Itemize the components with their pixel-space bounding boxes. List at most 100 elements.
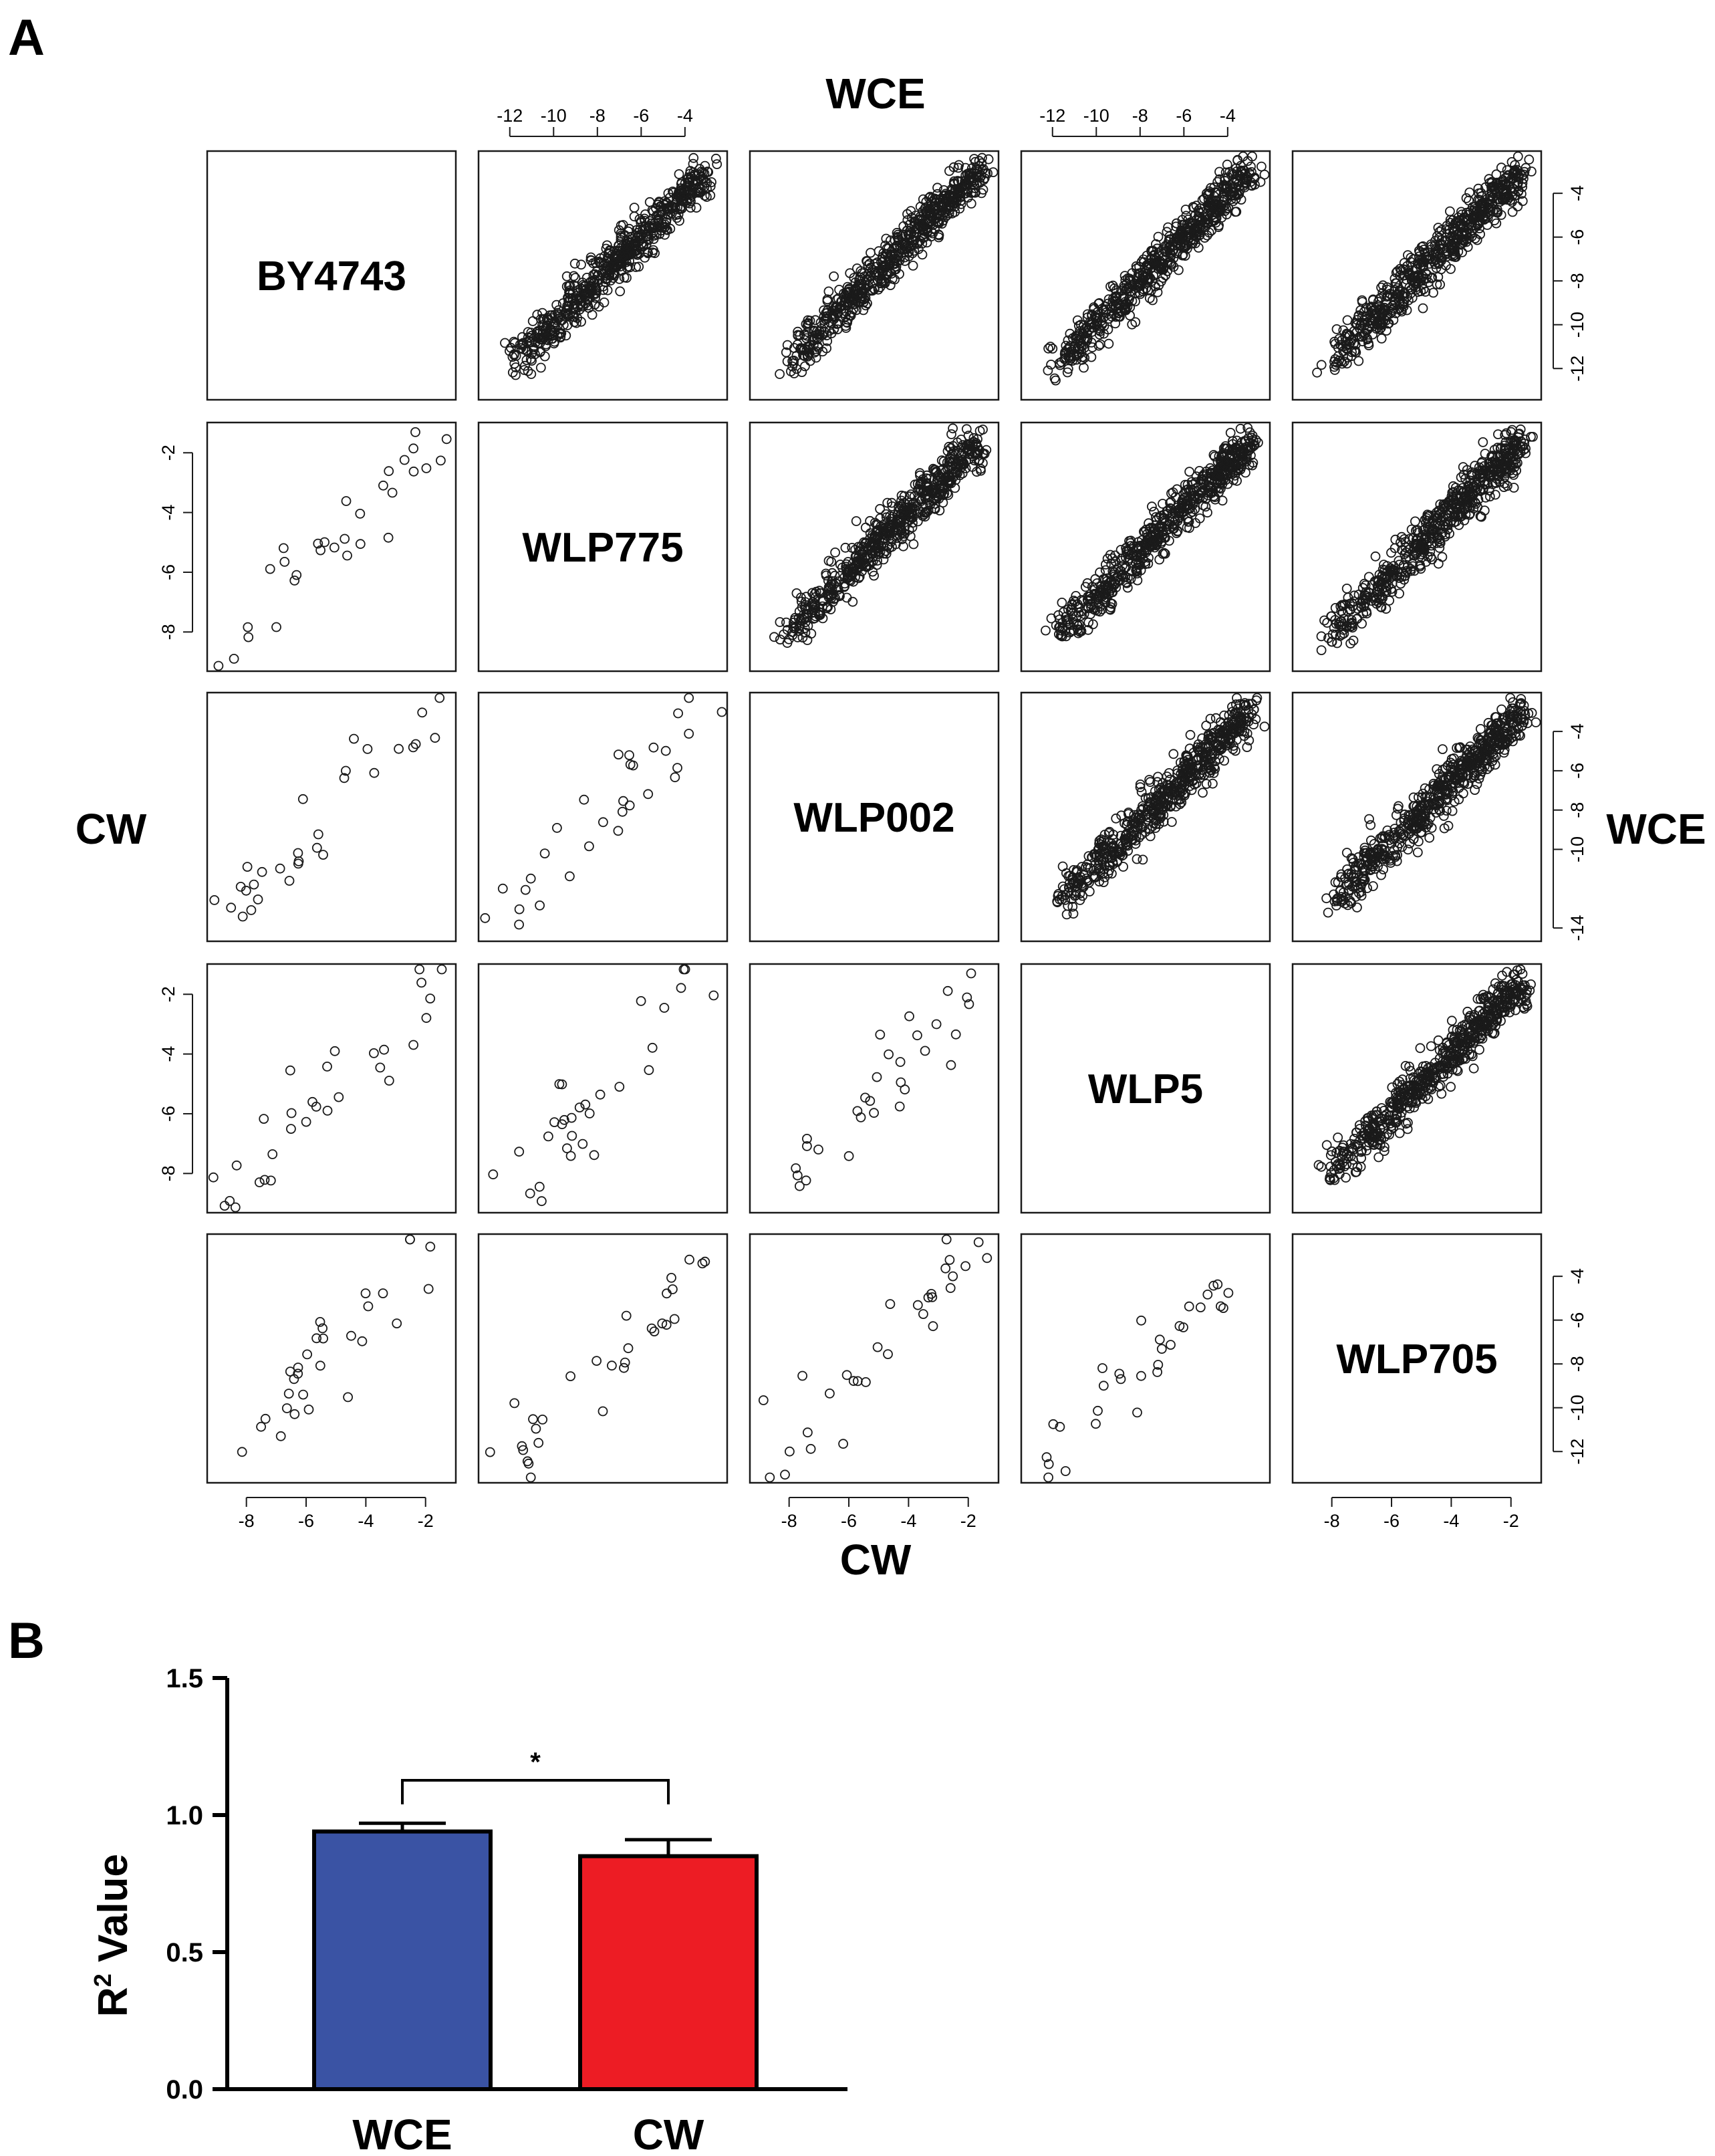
wce-point xyxy=(557,298,568,309)
matrix-cell-2-1 xyxy=(477,691,729,943)
wce-point xyxy=(946,429,956,439)
cw-point xyxy=(209,895,220,905)
wce-point xyxy=(974,156,984,166)
cw-point xyxy=(297,794,308,804)
wce-point xyxy=(1424,832,1435,843)
wce-point xyxy=(1512,151,1523,162)
wce-point xyxy=(1166,817,1177,827)
matrix-cell-2-3 xyxy=(1020,691,1271,943)
strain-label: WLP002 xyxy=(793,795,954,841)
wce-point xyxy=(861,300,871,311)
wce-point xyxy=(500,338,510,348)
wce-point xyxy=(509,336,519,347)
wce-point xyxy=(948,423,958,434)
wce-point xyxy=(612,248,622,259)
wce-point xyxy=(612,261,623,271)
wce-point xyxy=(1148,295,1158,306)
wce-point xyxy=(884,243,894,254)
wce-point xyxy=(962,193,973,203)
wce-point xyxy=(1478,437,1488,447)
wce-point xyxy=(939,191,949,201)
wce-point xyxy=(528,342,539,353)
wce-point xyxy=(685,166,696,176)
cw-point xyxy=(441,434,452,445)
wce-point xyxy=(966,163,977,174)
wce-point xyxy=(600,277,611,287)
wce-point xyxy=(659,223,670,233)
cw-point xyxy=(278,543,289,554)
cw-point xyxy=(514,904,525,915)
wce-point xyxy=(977,152,987,163)
wce-point xyxy=(670,202,680,213)
cw-point xyxy=(378,480,388,491)
wce-point xyxy=(520,360,530,371)
wce-point xyxy=(908,260,918,271)
right-axis-title: WCE xyxy=(1606,805,1706,853)
wce-point xyxy=(531,327,542,338)
wce-point xyxy=(563,281,574,291)
wce-point xyxy=(569,317,579,328)
cw-point xyxy=(213,661,224,671)
cw-point xyxy=(520,884,531,895)
matrix-cell-2-4 xyxy=(1291,691,1543,943)
cw-point xyxy=(394,743,404,754)
wce-point xyxy=(964,170,974,181)
wce-point xyxy=(551,300,562,310)
wce-point xyxy=(1332,638,1342,648)
wce-point xyxy=(663,188,674,199)
cw-point xyxy=(284,876,295,886)
wce-point xyxy=(545,328,555,339)
cw-point xyxy=(369,767,380,778)
cw-point xyxy=(271,622,281,632)
wce-point xyxy=(890,249,900,259)
wce-point xyxy=(656,207,666,217)
wce-point xyxy=(511,370,521,380)
cw-point xyxy=(618,796,628,806)
wce-point xyxy=(1185,729,1196,740)
cw-point xyxy=(417,707,428,718)
wce-point xyxy=(687,189,698,200)
wce-point xyxy=(1201,721,1212,731)
cw-point xyxy=(614,749,624,759)
wce-point xyxy=(847,596,858,607)
wce-point xyxy=(875,503,885,514)
wce-point xyxy=(527,356,537,366)
wce-point xyxy=(629,238,639,249)
wce-point xyxy=(674,215,684,226)
wce-point xyxy=(630,239,641,250)
wce-point xyxy=(1331,324,1342,334)
wce-point xyxy=(1444,206,1455,217)
wce-point xyxy=(578,284,588,294)
cw-point xyxy=(535,901,545,911)
wce-point xyxy=(868,265,878,275)
wce-point xyxy=(596,257,606,268)
wce-point xyxy=(543,335,553,346)
wce-point xyxy=(1341,584,1352,594)
wce-point xyxy=(699,182,710,192)
wce-point xyxy=(800,361,810,372)
cw-point xyxy=(257,866,267,877)
cw-point xyxy=(226,903,237,913)
wce-point xyxy=(692,187,703,197)
wce-point xyxy=(1527,432,1538,442)
cw-point xyxy=(355,539,366,550)
wce-point xyxy=(648,223,658,234)
wce-point xyxy=(1259,721,1270,732)
wce-point xyxy=(558,320,569,330)
cw-point xyxy=(410,427,420,437)
bottom-axis-title: CW xyxy=(840,1536,912,1584)
strain-label: WLP775 xyxy=(522,525,683,571)
wce-point xyxy=(702,183,712,194)
wce-point xyxy=(629,203,640,213)
wce-point xyxy=(576,316,586,327)
wce-point xyxy=(663,203,673,213)
wce-point xyxy=(602,255,612,266)
wce-point xyxy=(1437,552,1448,562)
cw-point xyxy=(291,570,302,580)
wce-point xyxy=(644,197,655,207)
wce-point xyxy=(712,159,722,170)
wce-point xyxy=(618,220,628,230)
wce-point xyxy=(978,425,988,435)
cw-point xyxy=(229,654,239,664)
wce-point xyxy=(1524,154,1535,165)
